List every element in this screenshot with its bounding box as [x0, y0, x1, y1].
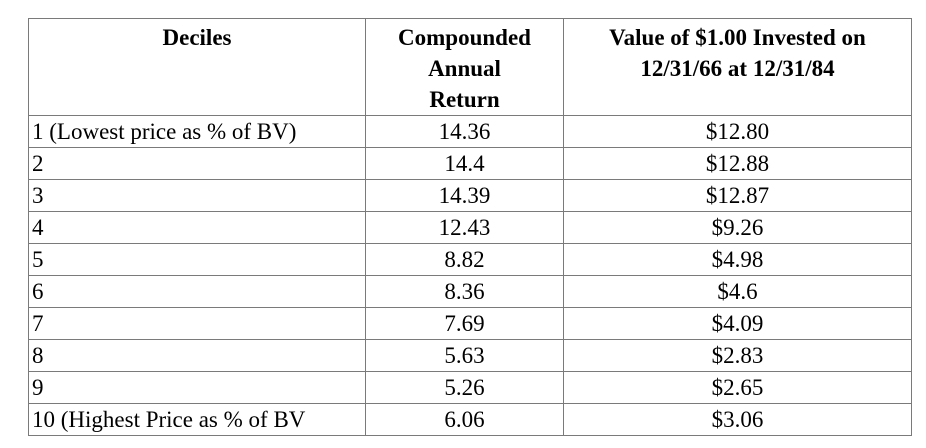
return-cell: 8.82: [365, 243, 564, 276]
table-row: 10 (Highest Price as % of BV 6.06 $3.06: [28, 403, 912, 436]
decile-cell: 3: [28, 179, 366, 212]
decile-cell: 10 (Highest Price as % of BV: [28, 403, 366, 436]
header-return-line-1: Compounded: [398, 25, 531, 50]
value-cell: $12.88: [563, 147, 912, 180]
return-cell: 14.4: [365, 147, 564, 180]
header-deciles-label: Deciles: [162, 25, 232, 50]
decile-cell: 2: [28, 147, 366, 180]
return-cell: 6.06: [365, 403, 564, 436]
decile-cell: 6: [28, 275, 366, 308]
value-cell: $4.09: [563, 307, 912, 340]
return-cell: 12.43: [365, 211, 564, 244]
header-return-line-3: Return: [429, 87, 500, 112]
value-cell: $12.80: [563, 115, 912, 148]
value-cell: $3.06: [563, 403, 912, 436]
return-cell: 7.69: [365, 307, 564, 340]
value-cell: $12.87: [563, 179, 912, 212]
table-row: 8 5.63 $2.83: [28, 339, 912, 372]
table-row: 6 8.36 $4.6: [28, 275, 912, 308]
value-cell: $2.65: [563, 371, 912, 404]
table-row: 4 12.43 $9.26: [28, 211, 912, 244]
table-row: 2 14.4 $12.88: [28, 147, 912, 180]
decile-cell: 5: [28, 243, 366, 276]
decile-cell: 7: [28, 307, 366, 340]
header-row: Deciles Compounded Annual Return Value o…: [28, 18, 912, 116]
header-return-line-2: Annual: [428, 56, 501, 81]
header-value-line-1: Value of $1.00 Invested on: [609, 25, 866, 50]
table-row: 7 7.69 $4.09: [28, 307, 912, 340]
header-deciles: Deciles: [28, 18, 366, 116]
return-cell: 5.26: [365, 371, 564, 404]
decile-cell: 4: [28, 211, 366, 244]
decile-cell: 1 (Lowest price as % of BV): [28, 115, 366, 148]
return-cell: 14.36: [365, 115, 564, 148]
value-cell: $9.26: [563, 211, 912, 244]
return-cell: 5.63: [365, 339, 564, 372]
value-cell: $2.83: [563, 339, 912, 372]
table-row: 1 (Lowest price as % of BV) 14.36 $12.80: [28, 115, 912, 148]
return-cell: 14.39: [365, 179, 564, 212]
return-cell: 8.36: [365, 275, 564, 308]
header-value-line-2: 12/31/66 at 12/31/84: [640, 56, 835, 81]
header-compounded-annual-return: Compounded Annual Return: [365, 18, 564, 116]
value-cell: $4.6: [563, 275, 912, 308]
decile-cell: 9: [28, 371, 366, 404]
table-row: 9 5.26 $2.65: [28, 371, 912, 404]
table-row: 5 8.82 $4.98: [28, 243, 912, 276]
decile-cell: 8: [28, 339, 366, 372]
value-cell: $4.98: [563, 243, 912, 276]
deciles-table: Deciles Compounded Annual Return Value o…: [28, 18, 912, 436]
table-row: 3 14.39 $12.87: [28, 179, 912, 212]
header-value-invested: Value of $1.00 Invested on 12/31/66 at 1…: [563, 18, 912, 116]
